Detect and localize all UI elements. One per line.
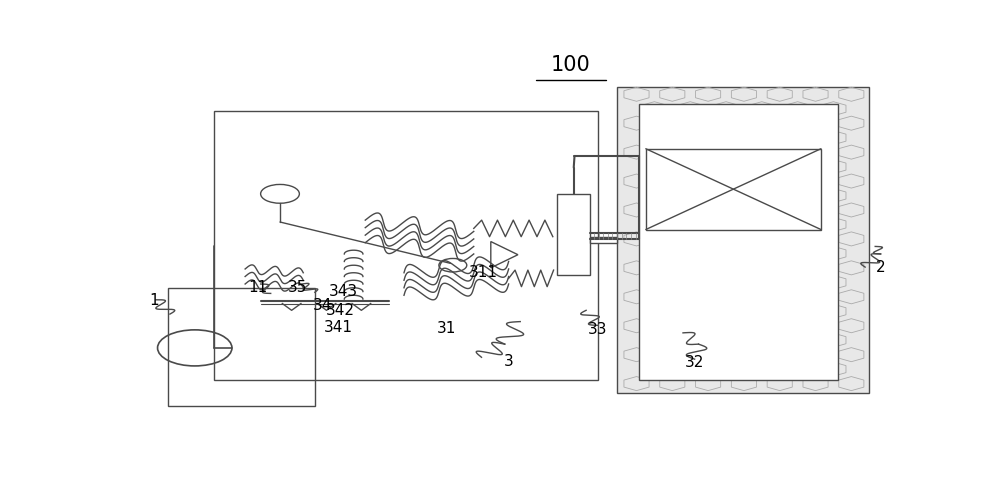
Text: 31: 31 xyxy=(437,321,456,336)
Text: 33: 33 xyxy=(588,323,608,337)
Text: 311: 311 xyxy=(469,265,498,280)
Bar xyxy=(590,237,617,243)
Text: 11: 11 xyxy=(249,280,268,295)
Text: 32: 32 xyxy=(685,355,704,370)
Bar xyxy=(646,149,821,229)
Bar xyxy=(639,104,838,380)
Bar xyxy=(557,194,590,275)
Text: 343: 343 xyxy=(329,284,358,299)
Text: 342: 342 xyxy=(326,303,355,318)
Text: 34: 34 xyxy=(313,298,332,313)
Text: 35: 35 xyxy=(287,280,307,295)
Text: 341: 341 xyxy=(324,321,353,335)
Bar xyxy=(617,87,869,393)
Text: 2: 2 xyxy=(876,260,885,275)
Text: 100: 100 xyxy=(551,56,590,76)
Text: 1: 1 xyxy=(150,293,159,308)
Text: 3: 3 xyxy=(504,353,514,368)
Bar xyxy=(214,111,598,380)
Bar xyxy=(168,288,315,406)
